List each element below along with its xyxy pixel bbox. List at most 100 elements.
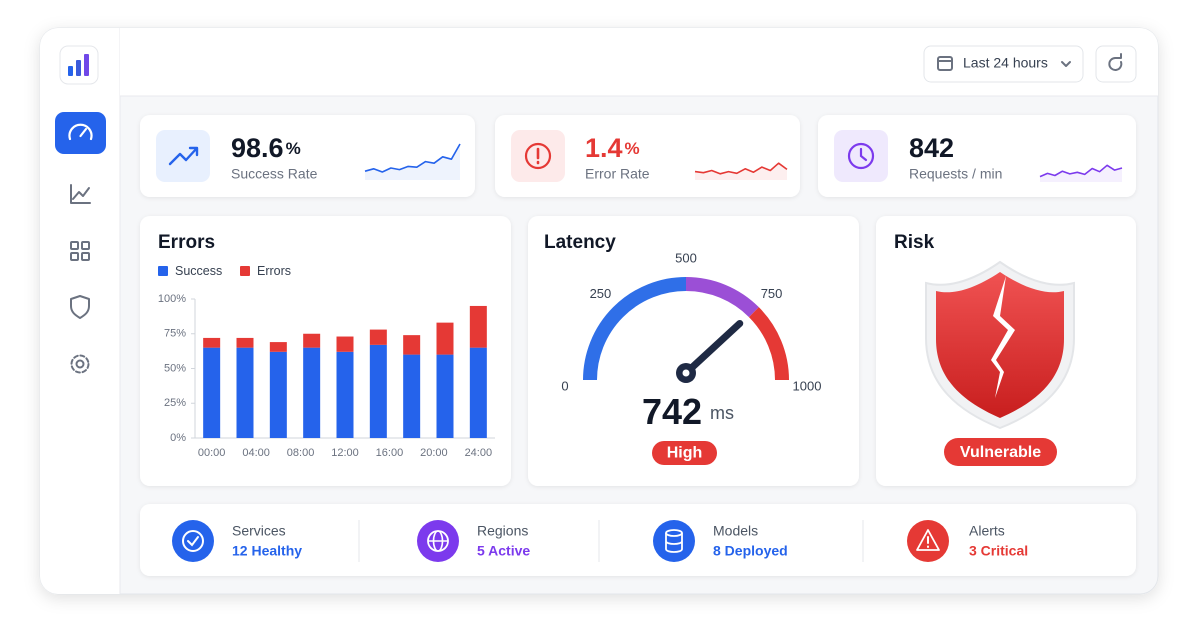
stat-label: Alerts bbox=[969, 523, 1005, 539]
y-tick-label: 25% bbox=[164, 397, 186, 409]
gauge-needle bbox=[682, 319, 744, 377]
services-icon bbox=[172, 520, 214, 562]
y-tick-label: 100% bbox=[158, 293, 186, 305]
stats-card bbox=[140, 504, 1136, 576]
stat-label: Regions bbox=[477, 523, 528, 539]
x-tick-label: 00:00 bbox=[198, 447, 226, 459]
regions-icon bbox=[417, 520, 459, 562]
chart-title: Latency bbox=[544, 232, 616, 253]
sidebar bbox=[40, 28, 120, 594]
topbar bbox=[120, 28, 1158, 96]
latency-card bbox=[528, 216, 859, 486]
bar-segment bbox=[369, 344, 387, 438]
kpi-label: Error Rate bbox=[585, 166, 650, 182]
legend-swatch bbox=[240, 266, 250, 276]
bar-segment bbox=[269, 351, 287, 438]
nav-analytics[interactable] bbox=[70, 184, 91, 204]
bar-segment bbox=[403, 354, 421, 438]
bar-segment bbox=[436, 354, 454, 438]
range-dropdown[interactable]: Last 24 hours bbox=[923, 45, 1084, 83]
bar-segment bbox=[203, 347, 221, 438]
kpi-value: 842 bbox=[909, 133, 954, 163]
stat-value: 12 Healthy bbox=[232, 543, 302, 559]
sparkline bbox=[1039, 164, 1123, 178]
gauge-number: 742 bbox=[642, 391, 702, 432]
bar-segment bbox=[269, 342, 287, 352]
gauge-hub-dot bbox=[682, 369, 690, 377]
x-tick-label: 16:00 bbox=[376, 447, 404, 459]
legend-label: Errors bbox=[257, 264, 291, 278]
nav-settings[interactable] bbox=[70, 354, 90, 374]
alerts-icon bbox=[907, 520, 949, 562]
kpi-label: Requests / min bbox=[909, 166, 1002, 182]
chart-title: Errors bbox=[158, 232, 215, 253]
gauge-band bbox=[748, 307, 789, 381]
bar-segment bbox=[336, 336, 354, 352]
x-tick-label: 20:00 bbox=[420, 447, 448, 459]
bar-segment bbox=[303, 333, 321, 348]
shield-icon bbox=[925, 260, 1075, 430]
y-tick-label: 0% bbox=[170, 432, 186, 444]
kpi-value: 1.4% bbox=[585, 133, 640, 163]
bar-segment bbox=[469, 305, 487, 348]
kpi-number: 98.6 bbox=[231, 133, 284, 163]
kpi-label: Success Rate bbox=[231, 166, 318, 182]
risk-badge bbox=[944, 438, 1057, 466]
gauge-value: 742 ms bbox=[642, 391, 734, 432]
alert-icon bbox=[524, 142, 552, 170]
risk-title: Risk bbox=[894, 232, 935, 253]
kpi-card bbox=[818, 115, 1136, 197]
bar-segment bbox=[236, 337, 254, 348]
kpi-value: 98.6% bbox=[231, 133, 301, 163]
stat-value: 5 Active bbox=[477, 543, 530, 559]
x-tick-label: 24:00 bbox=[465, 447, 493, 459]
kpi-unit: % bbox=[286, 139, 301, 158]
gauge-band bbox=[685, 277, 759, 318]
nav-apps[interactable] bbox=[70, 241, 90, 261]
kpi-number: 1.4 bbox=[585, 133, 623, 163]
status-badge bbox=[652, 441, 717, 465]
legend-swatch bbox=[158, 266, 168, 276]
y-tick-label: 75% bbox=[164, 328, 186, 340]
logo bbox=[59, 45, 99, 85]
legend-label: Success bbox=[175, 264, 222, 278]
nav-dashboard[interactable] bbox=[55, 112, 106, 154]
x-tick-label: 04:00 bbox=[242, 447, 270, 459]
bar-segment bbox=[303, 347, 321, 438]
stat-label: Models bbox=[713, 523, 758, 539]
gauge-status: High bbox=[667, 445, 703, 462]
bar-segment bbox=[436, 322, 454, 355]
bar-segment bbox=[336, 351, 354, 438]
stat-label: Services bbox=[232, 523, 286, 539]
trend-icon bbox=[168, 146, 199, 166]
gauge-tick-label: 500 bbox=[675, 250, 697, 265]
clock-hands bbox=[859, 147, 868, 162]
gauge-unit: ms bbox=[710, 403, 734, 423]
x-tick-label: 08:00 bbox=[287, 447, 315, 459]
bar-segment bbox=[403, 335, 421, 355]
kpi-card bbox=[495, 115, 800, 197]
models-icon bbox=[653, 520, 695, 562]
errors-card bbox=[140, 216, 511, 486]
sparkline bbox=[694, 162, 788, 175]
x-tick-label: 12:00 bbox=[331, 447, 359, 459]
gauge-tick-label: 1000 bbox=[793, 378, 822, 393]
stat-value: 8 Deployed bbox=[713, 543, 788, 559]
sparkline bbox=[364, 143, 461, 173]
bar-segment bbox=[369, 329, 387, 345]
gauge-tick-label: 0 bbox=[561, 378, 568, 393]
risk-status: Vulnerable bbox=[960, 444, 1041, 461]
kpi-unit: % bbox=[625, 139, 640, 158]
clock-icon bbox=[847, 142, 875, 170]
kpi-card bbox=[140, 115, 475, 197]
gauge-tick-label: 250 bbox=[590, 286, 612, 301]
stat-value: 3 Critical bbox=[969, 543, 1028, 559]
bar-segment bbox=[469, 347, 487, 438]
y-tick-label: 50% bbox=[164, 362, 186, 374]
refresh-button[interactable] bbox=[1095, 45, 1137, 83]
range-label: Last 24 hours bbox=[963, 55, 1048, 71]
nav-security[interactable] bbox=[70, 295, 90, 319]
bar-segment bbox=[236, 347, 254, 438]
bar-segment bbox=[203, 337, 221, 348]
